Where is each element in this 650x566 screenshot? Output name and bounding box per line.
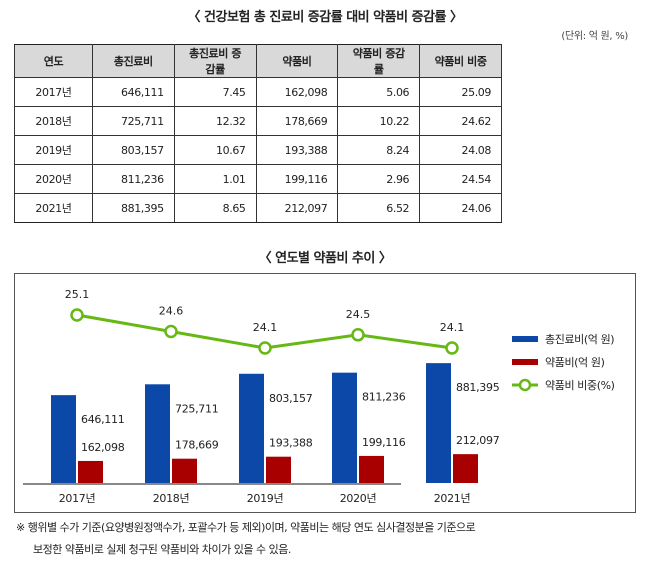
label-drug-share: 24.1 [253,321,278,334]
legend-label: 약품비 비중(%) [545,378,615,392]
cell-total-cost: 811,236 [91,164,175,194]
x-tick-labels: 2017년 2018년 2019년 2020년 2021년 [59,492,471,505]
header-drug-cost-rate: 약품비 증감률 [337,44,421,78]
bar-drug-cost [266,456,291,483]
label-total-cost: 725,711 [175,402,218,415]
legend-swatch-drug-cost [512,359,538,365]
cell-total-cost: 803,157 [91,135,175,165]
bar-total-cost [332,372,357,483]
bar-drug-cost [453,454,478,483]
label-drug-share: 24.5 [346,308,371,321]
cell-total-cost: 881,395 [91,193,175,223]
chart-area: 646,111 162,098 725,711 178,669 803,157 193,3… [14,273,636,513]
cell-year: 2018년 [14,106,93,136]
label-total-cost: 881,395 [456,381,500,394]
cell-drug-cost-rate: 5.06 [337,77,421,107]
label-drug-cost: 193,388 [269,437,313,450]
cell-drug-share: 24.06 [419,193,502,223]
table-title: 〈 건강보험 총 진료비 증감률 대비 약품비 증감률 〉 [187,10,463,25]
label-drug-cost: 178,669 [175,439,219,452]
cell-total-cost-rate: 12.32 [173,106,257,136]
data-table: 연도 총진료비 총진료비 증감률 약품비 약품비 증감률 약품비 비중 2017… [14,44,502,223]
header-drug-cost: 약품비 [255,44,339,78]
label-drug-share: 24.6 [159,305,184,318]
unit-label: (단위: 억 원, %) [561,31,628,42]
x-tick-label: 2017년 [59,492,96,505]
drug-share-point [70,308,84,322]
cell-drug-cost-rate: 10.22 [337,106,421,136]
label-drug-share: 25.1 [65,288,90,301]
cell-total-cost: 646,111 [91,77,175,107]
footnote-line-1: ※ 행위별 수가 기준(요양병원정액수가, 포괄수가 등 제외)이며, 약품비는… [16,521,476,534]
bar-total-cost [51,395,76,483]
bar-total-cost [426,363,451,483]
label-drug-cost: 162,098 [81,441,125,454]
header-drug-share: 약품비 비중 [419,44,502,78]
cell-drug-cost: 212,097 [255,193,339,223]
bar-drug-cost [172,458,197,483]
label-drug-cost: 212,097 [456,434,500,447]
label-total-cost: 811,236 [362,391,406,404]
x-tick-label: 2019년 [247,492,284,505]
chart-title: 〈 연도별 약품비 추이 〉 [258,251,392,266]
x-tick-label: 2018년 [153,492,190,505]
legend-swatch-total-cost [512,336,538,342]
drug-share-point [164,324,178,339]
cell-drug-cost: 199,116 [255,164,339,194]
drug-share-point [351,328,365,342]
legend: 총진료비(억 원) 약품비(억 원) 약품비 비중(%) [512,333,615,392]
header-total-cost: 총진료비 [91,44,175,78]
label-total-cost: 646,111 [81,413,124,426]
table-row: 2017년 646,111 7.45 162,098 5.06 25.09 [14,77,502,107]
legend-label: 총진료비(억 원) [545,333,614,346]
cell-year: 2021년 [14,193,93,223]
cell-total-cost-rate: 10.67 [173,135,257,165]
bar-drug-cost [359,455,384,483]
bar-drug-cost [78,460,103,483]
cell-drug-share: 25.09 [419,77,502,107]
cell-year: 2017년 [14,77,93,107]
x-tick-label: 2021년 [434,492,471,505]
label-drug-share: 24.1 [440,321,465,334]
series-drug-share [70,308,459,355]
cell-total-cost-rate: 7.45 [173,77,257,107]
cell-drug-share: 24.54 [419,164,502,194]
table-row: 2018년 725,711 12.32 178,669 10.22 24.62 [14,106,502,136]
data-labels: 646,111 162,098 725,711 178,669 803,157 193,3… [65,288,500,454]
table-row: 2020년 811,236 1.01 199,116 2.96 24.54 [14,164,502,194]
bar-total-cost [145,384,170,483]
drug-share-point [258,341,272,355]
cell-drug-cost: 178,669 [255,106,339,136]
cell-drug-share: 24.08 [419,135,502,165]
cell-drug-share: 24.62 [419,106,502,136]
footnote-line-2: 보정한 약품비로 실제 청구된 약품비와 차이가 있을 수 있음. [33,543,291,556]
label-drug-cost: 199,116 [362,436,406,449]
cell-total-cost: 725,711 [91,106,175,136]
legend-label: 약품비(억 원) [545,355,605,369]
header-year: 연도 [14,44,93,78]
cell-year: 2019년 [14,135,93,165]
table-header-row: 연도 총진료비 총진료비 증감률 약품비 약품비 증감률 약품비 비중 [14,44,502,78]
table-row: 2021년 881,395 8.65 212,097 6.52 24.06 [14,193,502,223]
drug-share-point [445,341,459,355]
x-tick-label: 2020년 [340,492,377,505]
series-drug-cost [78,454,478,483]
bar-total-cost [239,373,264,483]
header-total-cost-rate: 총진료비 증감률 [173,44,257,78]
series-total-cost [51,363,451,483]
cell-total-cost-rate: 8.65 [173,193,257,223]
cell-drug-cost-rate: 2.96 [337,164,421,194]
cell-drug-cost-rate: 8.24 [337,135,421,165]
cell-total-cost-rate: 1.01 [173,164,257,194]
legend-swatch-drug-share-marker [518,378,532,392]
label-total-cost: 803,157 [269,392,313,405]
table-row: 2019년 803,157 10.67 193,388 8.24 24.08 [14,135,502,165]
cell-drug-cost-rate: 6.52 [337,193,421,223]
cell-drug-cost: 193,388 [255,135,339,165]
cell-year: 2020년 [14,164,93,194]
chart-svg: 646,111 162,098 725,711 178,669 803,157 193,3… [23,288,615,505]
cell-drug-cost: 162,098 [255,77,339,107]
